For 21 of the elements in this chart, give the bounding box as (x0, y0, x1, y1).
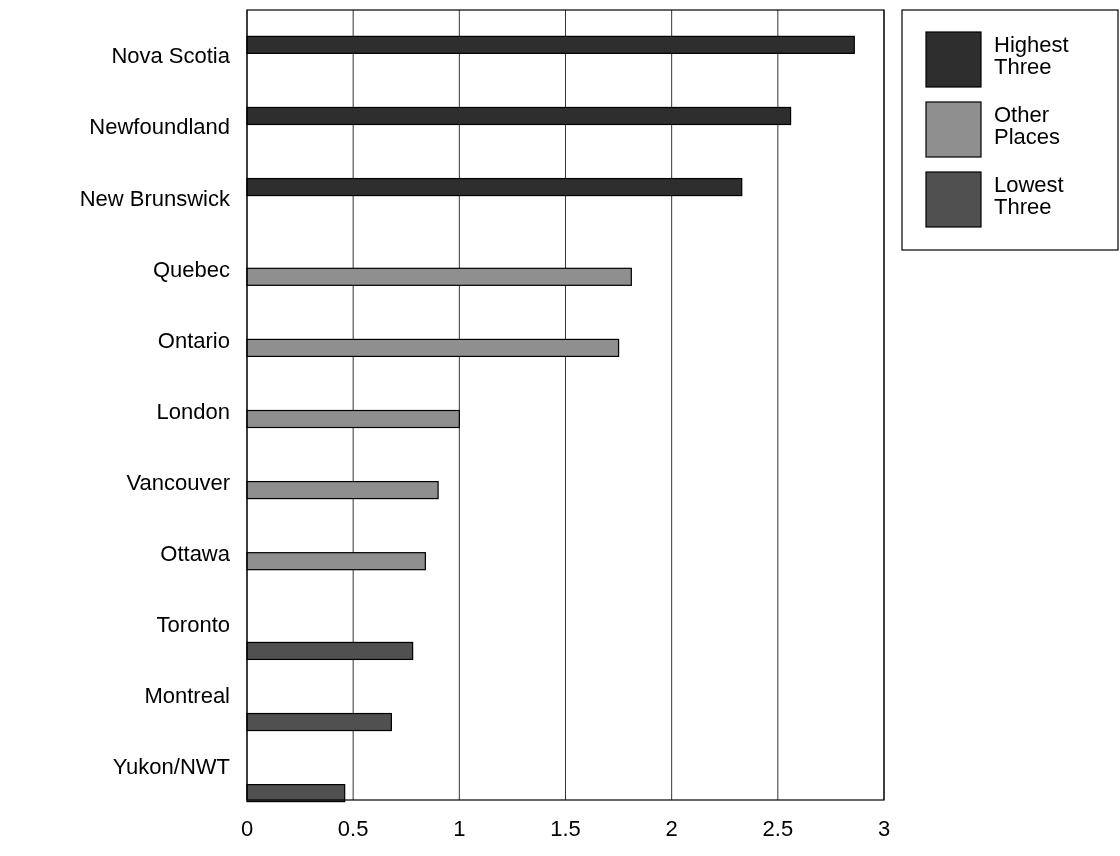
x-tick-label: 3 (877, 816, 891, 841)
y-tick-label: Nova Scotia (111, 43, 231, 69)
x-tick-label: 2 (665, 816, 678, 841)
y-tick-label: Ontario (157, 327, 230, 353)
y-tick-label: Vancouver (126, 469, 230, 495)
text: Highest Three (994, 32, 1069, 79)
y-tick-label: Yukon/NWT (112, 754, 230, 780)
y-tick-label: Quebec (152, 256, 230, 282)
y-tick-label: Ottawa (160, 540, 231, 566)
x-tick-label: 0.5 (337, 816, 369, 841)
y-tick-label: Toronto (156, 612, 230, 638)
y-tick-label: Montreal (144, 683, 230, 709)
x-tick-label: 0 (240, 816, 254, 841)
y-tick-label: London (156, 398, 230, 424)
y-tick-label: New Brunswick (79, 185, 231, 211)
text: Lowest Three (994, 172, 1064, 219)
y-tick-label: Newfoundland (89, 114, 230, 140)
x-tick-label: 1 (453, 816, 466, 841)
x-tick-label: 2.5 (762, 816, 794, 841)
text: Other Places (994, 102, 1061, 149)
x-tick-label: 1.5 (550, 816, 581, 841)
